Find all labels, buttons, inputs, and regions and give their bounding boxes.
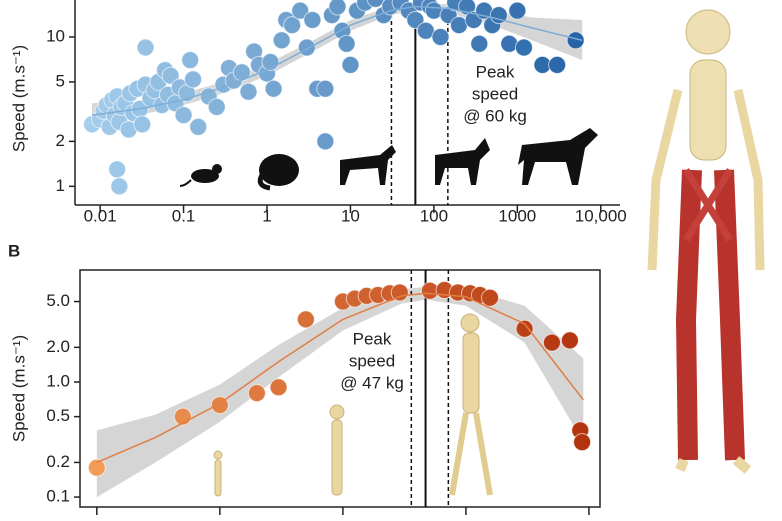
data-point <box>87 458 106 477</box>
x-tick-label: 100 <box>420 206 448 225</box>
data-point <box>481 288 500 307</box>
data-point <box>239 82 258 101</box>
data-point <box>269 378 288 397</box>
data-point <box>328 0 347 16</box>
annotation: @ 47 kg <box>340 373 404 392</box>
y-tick-label: 1.0 <box>46 371 70 390</box>
y-tick-label: 1 <box>56 176 65 195</box>
annotation: speed <box>472 84 518 103</box>
data-point <box>542 333 561 352</box>
annotation: speed <box>349 351 395 370</box>
data-point <box>341 55 360 74</box>
data-point <box>264 79 283 98</box>
y-axis-label: Speed (m.s⁻¹) <box>9 45 28 152</box>
annotation: @ 60 kg <box>463 106 527 125</box>
data-point <box>283 16 302 35</box>
data-point <box>272 31 291 50</box>
data-point <box>508 1 527 20</box>
data-point <box>489 6 508 25</box>
y-tick-label: 0.2 <box>46 452 70 471</box>
x-tick-label: 1000 <box>498 206 536 225</box>
confidence-band <box>96 286 584 498</box>
plot-frame <box>79 269 601 508</box>
data-point <box>181 51 200 70</box>
y-tick-label: 5.0 <box>46 291 70 310</box>
data-point <box>136 38 155 57</box>
data-point <box>573 433 592 452</box>
data-point <box>108 160 127 179</box>
chart-panel: 12510200.010.1110100100010,000Peakspeed@… <box>9 0 627 225</box>
data-point <box>316 132 335 151</box>
data-point <box>406 10 425 29</box>
y-tick-label: 0.5 <box>46 406 70 425</box>
annotation: Peak <box>353 329 392 348</box>
data-point <box>560 331 579 350</box>
y-tick-label: 0.1 <box>46 487 70 506</box>
fit-line <box>96 292 584 464</box>
data-point <box>500 34 519 53</box>
data-point <box>296 310 315 329</box>
data-point <box>303 10 322 29</box>
data-point <box>207 97 226 116</box>
skeleton-illustration <box>647 9 765 474</box>
silhouettes <box>179 128 598 191</box>
data-point <box>515 319 534 338</box>
fit-line <box>91 5 583 116</box>
chart-panel: 0.1 0.2 0.5 1.0 2.0 5.0 Peak speed @ 47 kg Speed … <box>8 241 601 515</box>
skeletons <box>213 313 493 497</box>
data-point <box>247 384 266 403</box>
data-point <box>548 55 567 74</box>
data-point <box>566 31 585 50</box>
data-point <box>184 70 203 89</box>
y-tick-label: 2 <box>56 131 65 150</box>
data-point <box>431 27 450 46</box>
y-tick-label: 2.0 <box>46 337 70 356</box>
data-point <box>316 79 335 98</box>
y-axis-label: Speed (m.s⁻¹) <box>9 335 28 442</box>
data-point <box>390 283 409 302</box>
x-tick-label: 0.1 <box>172 206 196 225</box>
data-point <box>470 34 489 53</box>
data-point <box>174 106 193 125</box>
data-point <box>110 177 129 196</box>
y-tick-label: 5 <box>56 71 65 90</box>
data-point <box>514 38 533 57</box>
data-point <box>189 117 208 136</box>
data-point <box>366 0 385 8</box>
data-point <box>291 1 310 20</box>
annotation: Peak <box>476 62 515 81</box>
data-point <box>337 34 356 53</box>
data-point <box>133 115 152 134</box>
x-tick-label: 10 <box>341 206 360 225</box>
x-tick-label: 10,000 <box>575 206 627 225</box>
x-tick-label: 1 <box>262 206 271 225</box>
x-tick-label: 0.01 <box>84 206 117 225</box>
y-tick-label: 10 <box>46 26 65 45</box>
panel-label: B <box>8 241 20 260</box>
data-point <box>297 38 316 57</box>
